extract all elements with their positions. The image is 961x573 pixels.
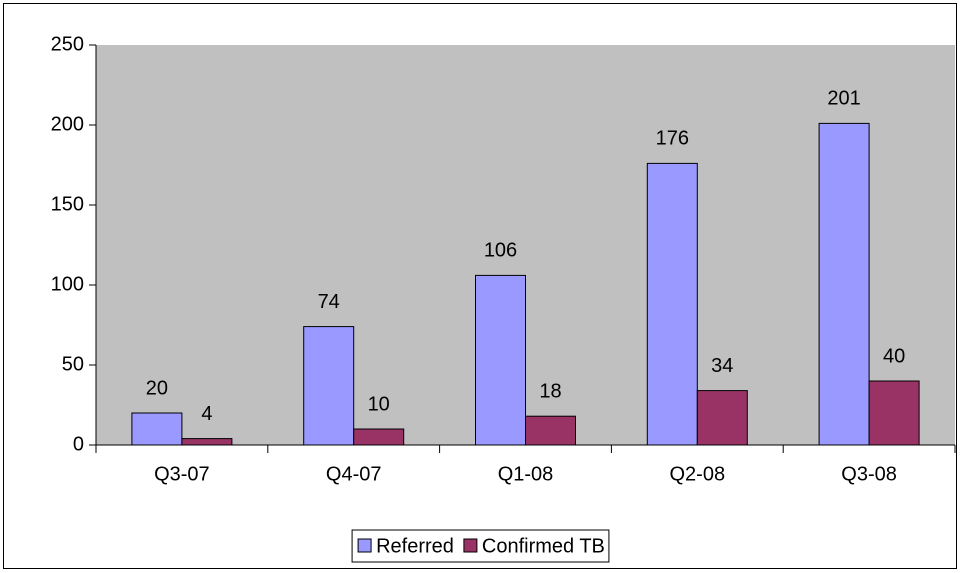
bar	[525, 415, 576, 446]
x-tick-label: Q4-07	[326, 463, 382, 485]
data-label: 20	[146, 377, 168, 399]
bar	[646, 162, 698, 446]
legend: Referred Confirmed TB	[351, 529, 610, 563]
legend-box	[351, 529, 610, 563]
data-label: 10	[368, 393, 390, 415]
data-label: 4	[201, 403, 212, 425]
bar	[303, 326, 355, 446]
data-label: 176	[656, 128, 689, 150]
x-tick-label: Q1-08	[498, 463, 554, 485]
data-label: 40	[883, 345, 905, 367]
data-label: 106	[484, 240, 517, 262]
bar	[868, 380, 920, 446]
legend-label: Referred	[376, 535, 454, 557]
data-label: 74	[318, 291, 340, 313]
data-label: 18	[539, 380, 561, 402]
bar	[818, 122, 870, 446]
data-label: 34	[711, 355, 733, 377]
y-tick-label: 250	[51, 33, 84, 55]
legend-swatch	[357, 538, 372, 553]
bar	[131, 412, 183, 446]
y-tick-label: 200	[51, 113, 84, 135]
y-tick-label: 0	[73, 433, 84, 455]
y-tick-label: 50	[62, 353, 84, 375]
bar	[475, 274, 526, 446]
legend-swatch	[463, 538, 478, 553]
y-tick-label: 150	[51, 193, 84, 215]
x-tick-label: Q3-08	[841, 463, 897, 485]
bar	[181, 438, 233, 446]
x-tick-label: Q3-07	[154, 463, 210, 485]
data-label: 201	[827, 88, 860, 110]
bar	[696, 390, 748, 446]
x-tick-label: Q2-08	[670, 463, 726, 485]
legend-label: Confirmed TB	[482, 535, 605, 557]
y-tick-label: 100	[51, 273, 84, 295]
bar	[353, 428, 405, 446]
